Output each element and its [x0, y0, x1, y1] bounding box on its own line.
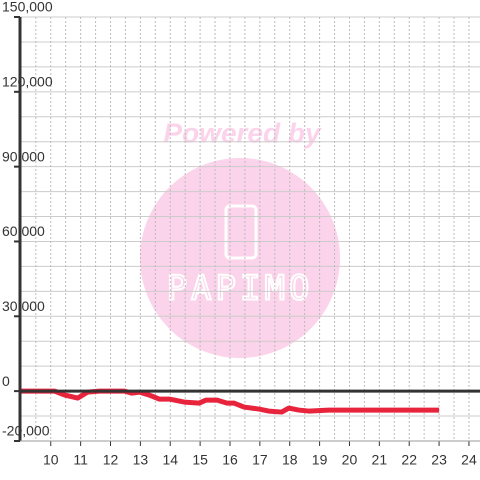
x-tick-label: 21	[372, 452, 388, 468]
watermark: Powered by PAPIMO	[140, 117, 340, 358]
x-tick-label: 19	[312, 452, 328, 468]
y-tick-label: 150,000	[2, 0, 53, 15]
x-tick-label: 24	[461, 452, 477, 468]
y-tick-label: 120,000	[2, 74, 53, 90]
x-tick-label: 12	[103, 452, 119, 468]
x-tick-label: 18	[282, 452, 298, 468]
x-tick-label: 13	[133, 452, 149, 468]
watermark-text: Powered by	[163, 117, 322, 148]
watermark-logo: PAPIMO	[167, 269, 314, 309]
x-tick-label: 22	[401, 452, 417, 468]
x-tick-label: 15	[192, 452, 208, 468]
x-tick-label: 16	[222, 452, 238, 468]
x-tick-label: 10	[43, 452, 59, 468]
x-tick-label: 20	[342, 452, 358, 468]
x-tick-label: 11	[73, 452, 88, 468]
y-tick-label: 90,000	[2, 148, 45, 164]
y-tick-label: 0	[2, 373, 10, 389]
x-tick-label: 14	[162, 452, 178, 468]
watermark-phone	[224, 204, 258, 260]
x-tick-label: 23	[431, 452, 447, 468]
y-tick-label: -20,000	[2, 423, 50, 439]
y-tick-label: 60,000	[2, 223, 45, 239]
x-tick-label: 17	[252, 452, 268, 468]
y-tick-label: 30,000	[2, 298, 45, 314]
